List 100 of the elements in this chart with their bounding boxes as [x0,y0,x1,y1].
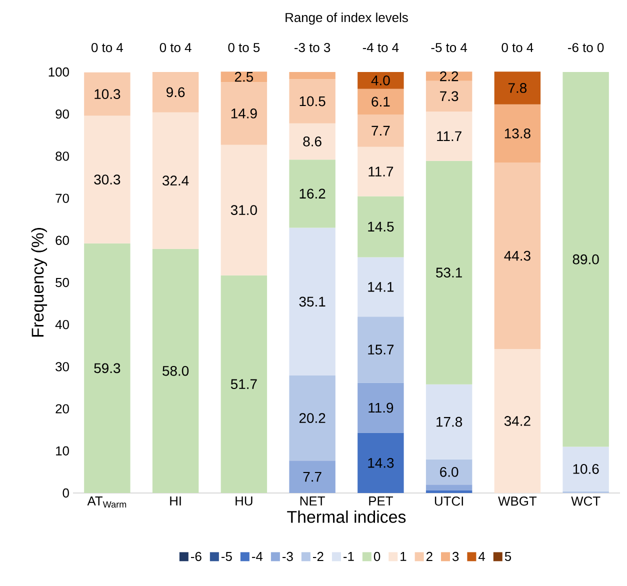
data-label: 51.7 [230,379,257,390]
legend-label: 5 [504,552,512,562]
data-label: 14.1 [368,282,394,292]
text: -6 to 0 [568,42,604,52]
legend-label: 0 [374,552,380,562]
data-label: 7.7 [303,472,322,482]
bar [358,88,404,115]
data-label: 53.1 [436,268,462,278]
data-label: 15.7 [368,344,394,355]
bar [426,80,472,112]
data-label: 6.1 [372,96,390,107]
data-label: 14.5 [368,222,394,232]
text: 0 to 5 [228,42,260,52]
bar [289,72,336,80]
text: -4 to 4 [362,43,399,52]
data-label: 17.8 [436,416,462,427]
data-label: 35.1 [299,296,326,307]
bar [152,248,199,493]
data-label: 6.0 [440,467,458,477]
bar [562,72,609,447]
bar [152,72,199,112]
bar [289,160,336,228]
bar [220,275,268,493]
x-tick-label: PET [369,496,393,506]
data-label: 7.7 [372,126,390,136]
bar [426,490,472,493]
bar [358,146,404,196]
legend-label: -5 [222,552,232,562]
data-label: 10.6 [573,464,599,474]
y-tick-label: 90 [56,110,69,119]
legend-label: 4 [478,552,486,561]
x-tick-label: UTCI [434,496,463,506]
data-label: 58.0 [162,366,189,376]
x-tick-label: NET [300,496,325,506]
text: 0 to 4 [91,42,124,52]
y-tick-label: 0 [62,488,69,498]
bar [358,382,404,433]
bar [289,460,336,493]
y-tick-label: 20 [56,404,69,414]
bar [358,316,404,383]
y-tick-label: 50 [56,278,69,288]
x-tick-label: WBGT [498,496,537,506]
text: 0 to 4 [502,42,534,52]
bar [358,257,404,317]
bar [494,162,541,350]
x-axis-title: Thermal indices [287,510,406,523]
bar [562,446,609,492]
text: 0 to 4 [160,42,192,52]
y-tick-label: 60 [56,236,69,245]
data-label: 31.0 [230,205,257,216]
data-label: 13.8 [504,128,530,138]
bar [426,459,472,485]
bar [220,82,268,145]
data-label: 34.2 [504,416,530,426]
y-tick-label: 40 [55,320,69,330]
x-tick-label: AT$_{Warm}$ [87,496,126,508]
bar [220,144,268,276]
text: -3 to 3 [294,42,330,52]
bar [84,116,130,244]
bar [426,160,472,384]
data-label: 16.2 [300,188,326,199]
data-label: 10.5 [300,96,326,106]
bar [426,484,472,490]
legend-label: -1 [344,552,354,561]
data-label: 11.7 [437,131,462,141]
legend-label: 2 [426,552,432,561]
data-label: 10.3 [94,89,120,100]
y-axis-title: Frequency (%) [31,228,48,337]
x-tick-label: HI [170,496,181,506]
y-tick-label: 30 [56,362,69,372]
bar [84,72,130,116]
bar [426,72,472,81]
bar [358,196,404,258]
text: -5 to 4 [431,43,468,52]
data-label: 8.6 [303,136,322,146]
data-label: 14.9 [231,108,257,118]
bar [358,114,404,147]
data-label: 14.3 [368,458,394,468]
data-label: 4.0 [371,75,390,86]
bar [494,104,541,163]
data-label: 32.4 [162,176,189,186]
bar [289,79,336,124]
data-label: 7.8 [508,83,527,93]
y-tick-label: 70 [56,194,69,203]
bar [84,243,130,493]
bar [358,72,404,89]
text: Range of index levels [286,12,408,25]
data-label: 11.7 [368,166,394,176]
data-label: 9.6 [166,87,185,98]
data-label: 20.2 [299,413,326,424]
bar [494,349,541,493]
x-tick-label: HU [236,496,252,506]
legend-label: 3 [452,552,459,562]
legend-label: 1 [400,552,406,561]
data-label: 30.3 [94,174,120,185]
bar [289,376,336,461]
data-label: 44.3 [504,250,530,261]
legend-label: -6 [191,552,202,562]
x-tick-label: WCT [571,496,600,506]
bar [494,72,541,104]
